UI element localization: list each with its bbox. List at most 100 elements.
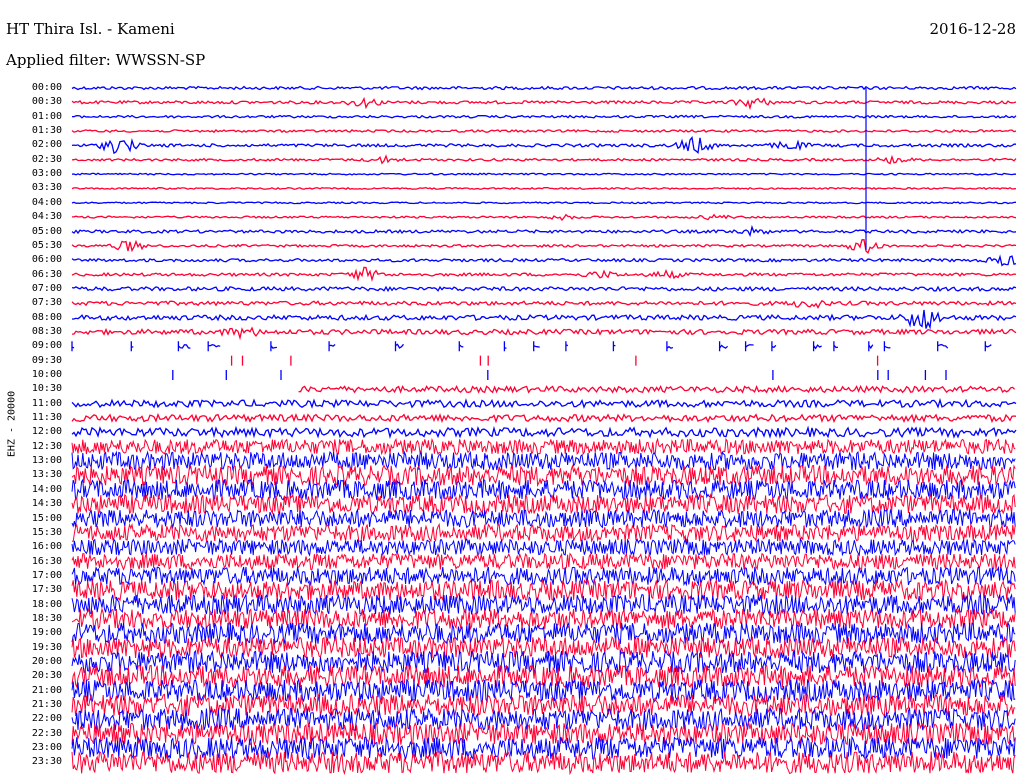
time-label: 13:00 — [31, 455, 62, 467]
time-label: 22:30 — [31, 727, 62, 739]
trace-segment — [71, 397, 1017, 409]
trace-segment — [612, 341, 616, 352]
trace-segment — [71, 425, 1017, 440]
station-title: HT Thira Isl. - Kameni — [6, 20, 175, 38]
trace-segment — [937, 341, 949, 352]
trace-segment — [298, 384, 1016, 394]
trace-row — [71, 649, 1016, 675]
time-label: 17:00 — [31, 569, 62, 581]
time-label: 09:00 — [31, 340, 62, 352]
time-label: 02:00 — [31, 139, 62, 151]
time-label: 02:30 — [31, 153, 62, 165]
time-label: 11:30 — [31, 412, 62, 424]
trace-segment — [270, 341, 277, 352]
trace-row — [72, 522, 1016, 543]
time-label: 21:30 — [31, 699, 62, 711]
trace-segment — [458, 341, 464, 352]
time-label: 19:30 — [31, 641, 62, 653]
trace-segment — [71, 750, 1016, 776]
trace-segment — [71, 635, 1016, 660]
trace-segment — [71, 565, 1016, 587]
trace-row — [72, 309, 1017, 330]
trace-segment — [71, 201, 1017, 205]
trace-row — [71, 750, 1016, 776]
trace-segment — [71, 239, 1017, 255]
trace-row — [71, 114, 1017, 119]
trace-segment — [71, 85, 1017, 91]
trace-segment — [328, 341, 336, 352]
trace-segment — [71, 663, 1016, 689]
time-label: 03:00 — [31, 168, 62, 180]
trace-row — [71, 224, 1017, 238]
trace-segment — [868, 341, 874, 352]
time-label: 01:30 — [31, 125, 62, 137]
trace-row — [71, 437, 1016, 456]
trace-row — [71, 592, 1016, 617]
time-label: 04:30 — [31, 211, 62, 223]
trace-segment — [72, 522, 1016, 543]
time-label: 00:30 — [31, 96, 62, 108]
time-label: 01:00 — [31, 110, 62, 122]
trace-row — [71, 450, 1016, 472]
trace-segment — [71, 578, 1016, 602]
time-label: 07:30 — [31, 297, 62, 309]
trace-row — [71, 721, 1016, 747]
trace-row — [71, 507, 1016, 529]
trace-segment — [71, 186, 1017, 190]
time-label: 08:30 — [31, 325, 62, 337]
trace-segment — [71, 266, 1017, 283]
trace-row — [71, 678, 1016, 704]
trace-row — [71, 663, 1016, 689]
trace-row — [71, 96, 1017, 111]
trace-segment — [744, 341, 754, 352]
time-label: 22:00 — [31, 713, 62, 725]
trace-segment — [71, 492, 1016, 515]
trace-segment — [666, 341, 674, 352]
trace-segment — [71, 135, 1017, 155]
time-label: 09:30 — [31, 354, 62, 366]
time-label: 23:00 — [31, 742, 62, 754]
time-label: 06:00 — [31, 254, 62, 266]
trace-row — [298, 384, 1016, 394]
time-label: 11:00 — [31, 397, 62, 409]
time-label: 20:00 — [31, 656, 62, 667]
trace-row — [172, 370, 947, 380]
trace-segment — [883, 341, 891, 352]
trace-row — [72, 213, 1017, 222]
time-label: 14:30 — [31, 498, 62, 510]
date-label: 2016-12-28 — [929, 20, 1016, 38]
time-label: 19:00 — [31, 627, 62, 639]
trace-segment — [503, 341, 507, 352]
time-label: 10:30 — [31, 383, 62, 395]
trace-segment — [130, 341, 134, 352]
trace-segment — [71, 412, 1017, 424]
trace-segment — [71, 285, 1017, 293]
trace-segment — [565, 341, 569, 352]
trace-row — [71, 186, 1017, 190]
time-label: 17:30 — [31, 584, 62, 596]
trace-row — [71, 478, 1016, 502]
trace-row — [71, 285, 1017, 293]
trace-row — [71, 128, 1017, 134]
trace-row — [71, 326, 1017, 341]
trace-row — [71, 425, 1017, 440]
trace-row — [71, 492, 1016, 515]
time-label: 04:00 — [31, 196, 62, 208]
trace-row — [71, 607, 1016, 631]
trace-row — [71, 341, 992, 352]
time-label: 21:00 — [31, 684, 62, 696]
trace-segment — [177, 341, 191, 352]
trace-segment — [812, 341, 822, 352]
trace-segment — [72, 213, 1017, 222]
trace-segment — [71, 172, 1017, 176]
trace-row — [71, 620, 1016, 646]
trace-segment — [71, 649, 1016, 675]
trace-row — [71, 172, 1017, 176]
trace-segment — [71, 620, 1016, 646]
trace-row — [230, 355, 879, 366]
filter-label: Applied filter: WWSSN-SP — [6, 51, 206, 69]
time-label: 06:30 — [31, 268, 62, 280]
trace-segment — [207, 341, 221, 352]
trace-segment — [71, 326, 1017, 341]
trace-segment — [71, 607, 1016, 631]
